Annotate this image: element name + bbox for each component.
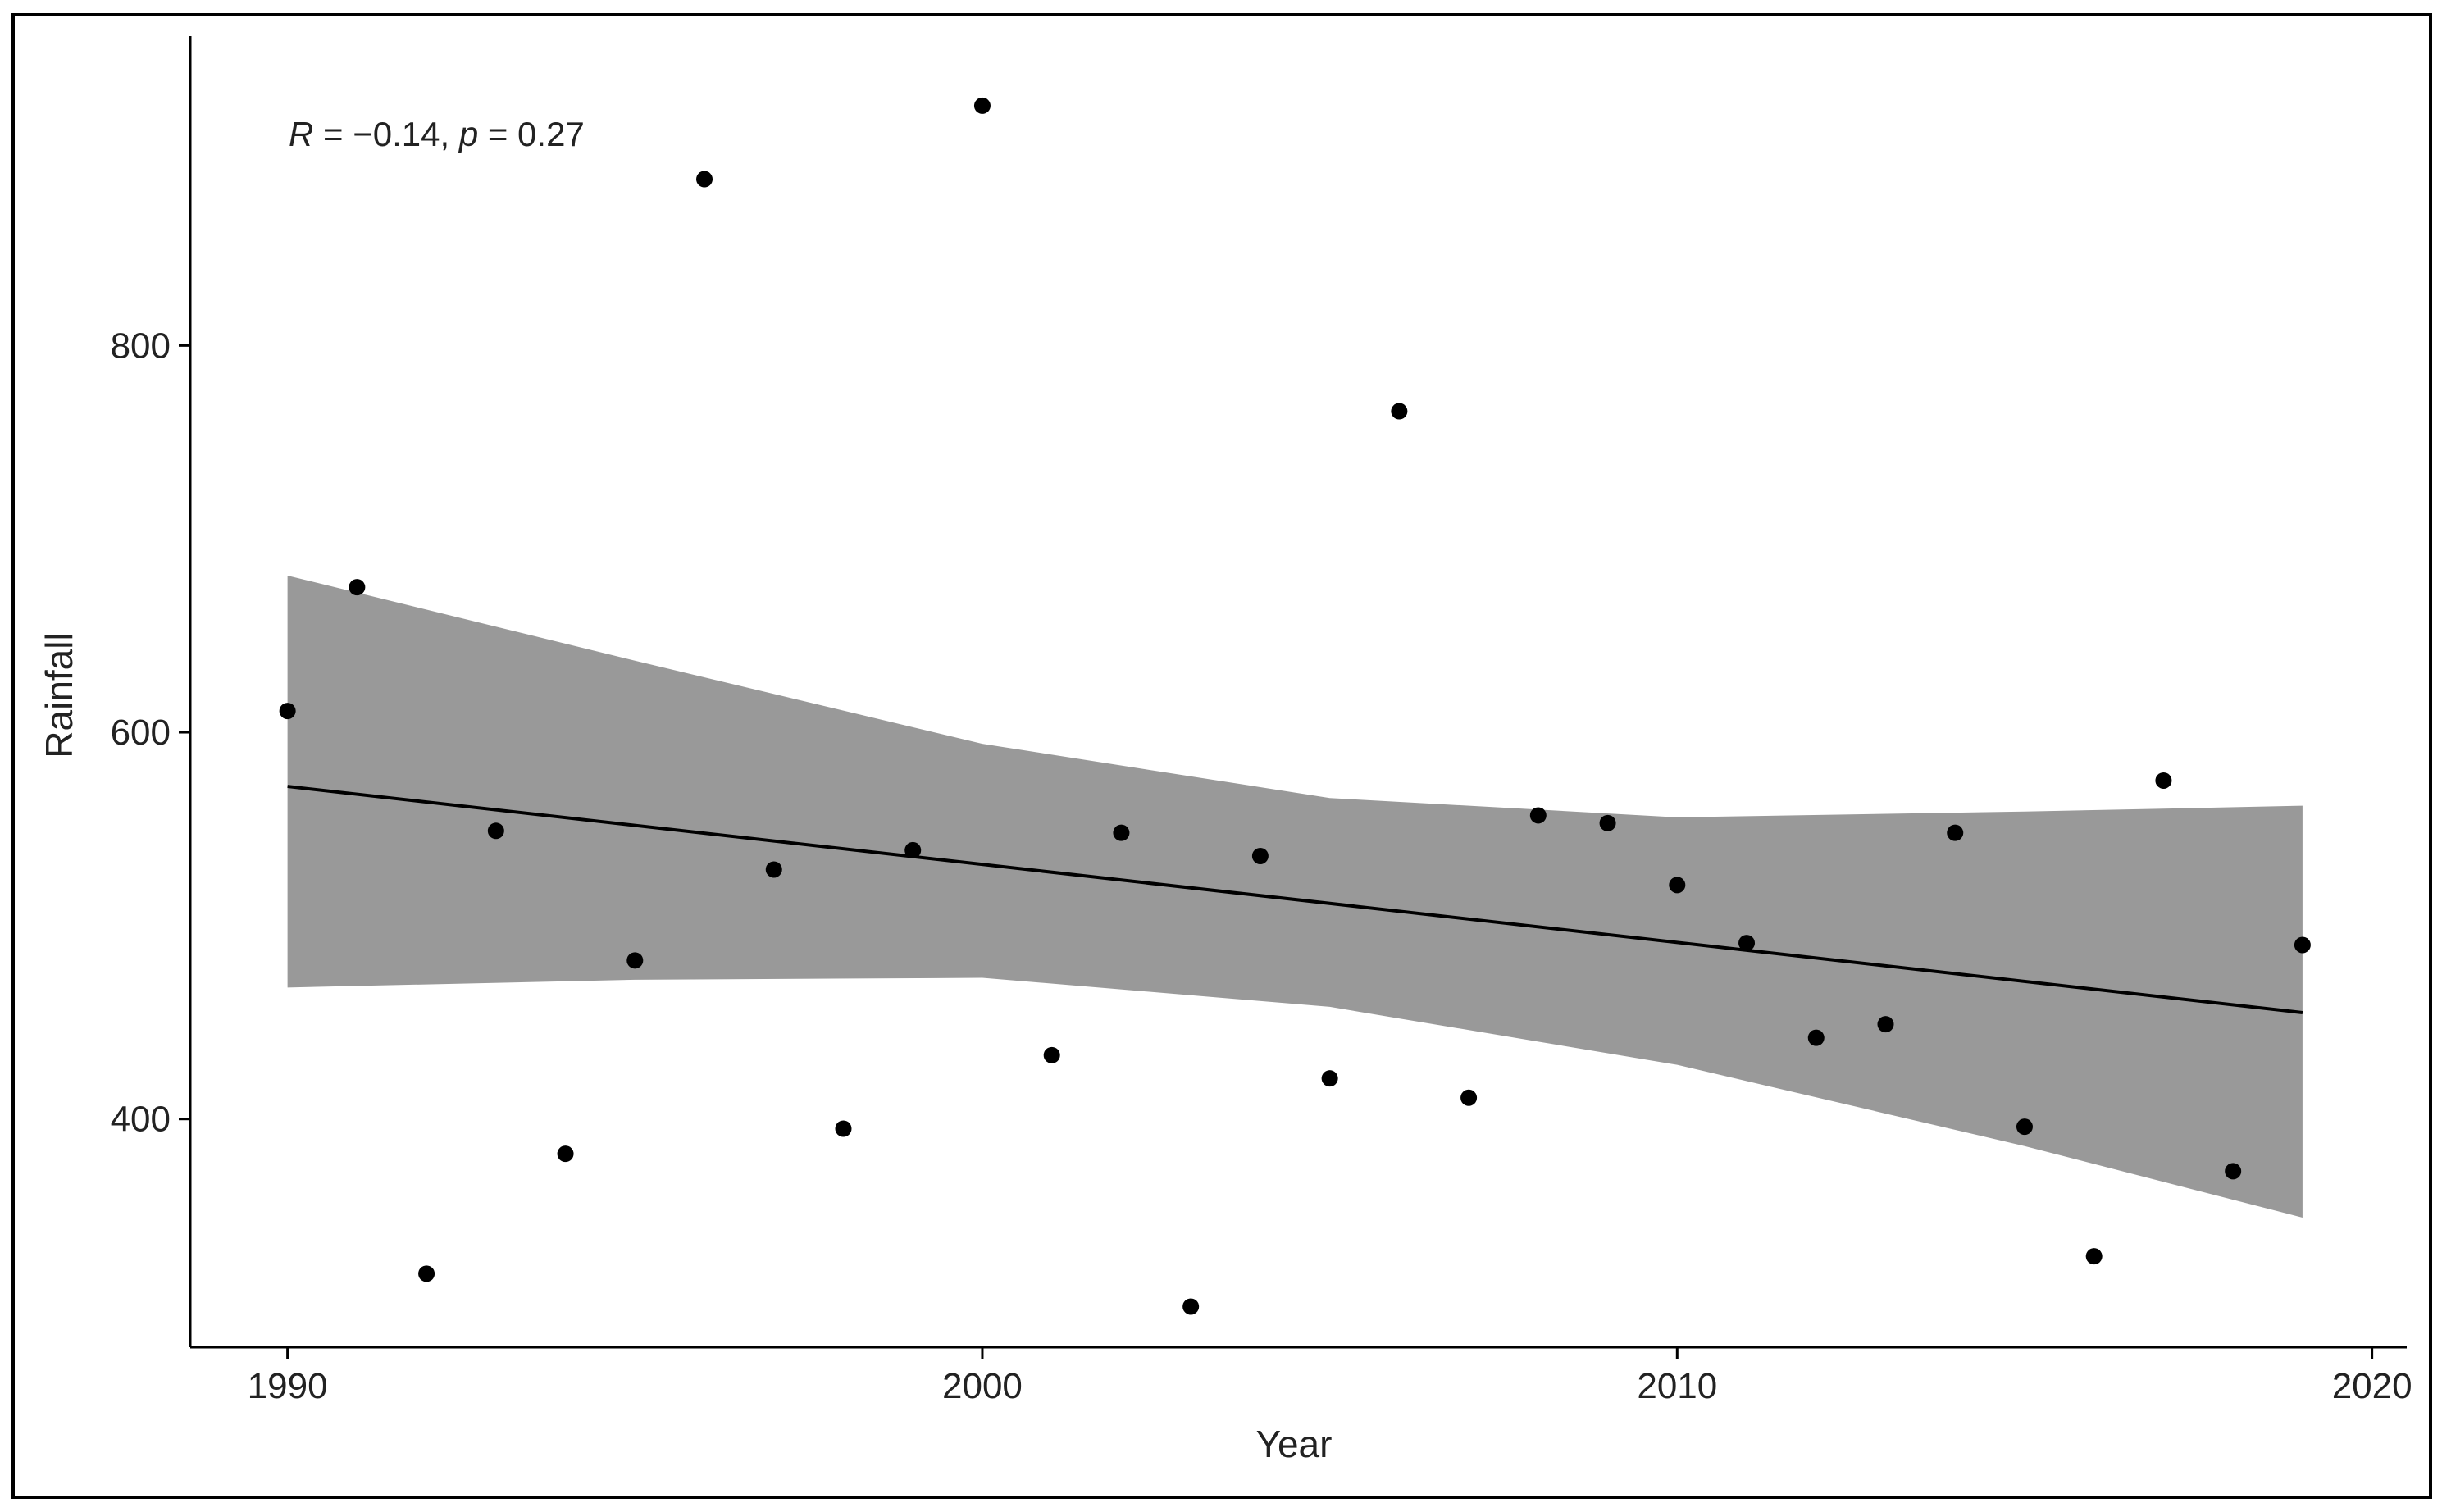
data-point — [1043, 1046, 1060, 1063]
data-point — [973, 97, 991, 114]
data-point — [1947, 824, 1964, 841]
data-point — [557, 1145, 574, 1163]
data-point — [279, 703, 296, 720]
y-tick-label: 400 — [111, 1100, 171, 1140]
r-symbol: R — [289, 115, 313, 153]
y-tick-label: 800 — [111, 326, 171, 366]
data-points-layer — [279, 97, 2311, 1315]
y-axis-label: Rainfall — [38, 632, 80, 758]
data-point — [1877, 1016, 1894, 1033]
confidence-band — [287, 575, 2303, 1218]
data-point — [1669, 877, 1686, 894]
p-value: = 0.27 — [478, 115, 585, 153]
data-point — [1113, 824, 1130, 841]
regression-line — [287, 785, 2303, 1014]
data-point — [2155, 772, 2172, 789]
regression-line-layer — [287, 785, 2303, 1014]
x-tick-label: 2020 — [2332, 1366, 2412, 1406]
x-tick-label: 2010 — [1637, 1366, 1717, 1406]
correlation-annotation: R = −0.14, p = 0.27 — [289, 115, 585, 153]
p-symbol: p — [458, 115, 478, 153]
r-value: = −0.14, — [313, 115, 458, 153]
data-point — [1251, 847, 1269, 864]
data-point — [1391, 403, 1408, 420]
data-point — [2085, 1248, 2103, 1265]
y-tick-label: 600 — [111, 713, 171, 753]
data-point — [626, 952, 644, 969]
axes-layer: 1990 2000 2010 2020 400 600 800 — [111, 36, 2412, 1406]
data-point — [349, 579, 366, 596]
data-point — [2225, 1163, 2242, 1180]
data-point — [1807, 1029, 1825, 1046]
data-point — [1529, 807, 1547, 824]
data-point — [1321, 1070, 1338, 1087]
data-point — [487, 822, 504, 840]
data-point — [835, 1120, 852, 1137]
data-point — [765, 861, 782, 878]
data-point — [1738, 935, 1756, 952]
x-tick-label: 1990 — [248, 1366, 328, 1406]
data-point — [2294, 936, 2311, 954]
x-tick-label: 2000 — [942, 1366, 1023, 1406]
data-point — [1460, 1089, 1478, 1106]
data-point — [1599, 814, 1616, 831]
data-point — [904, 841, 922, 858]
data-point — [1182, 1298, 1200, 1315]
data-point — [418, 1265, 435, 1282]
data-point — [696, 171, 713, 188]
x-axis-label: Year — [1256, 1423, 1333, 1465]
confidence-band-layer — [287, 575, 2303, 1218]
figure-frame — [11, 13, 2432, 1499]
data-point — [2016, 1118, 2033, 1136]
